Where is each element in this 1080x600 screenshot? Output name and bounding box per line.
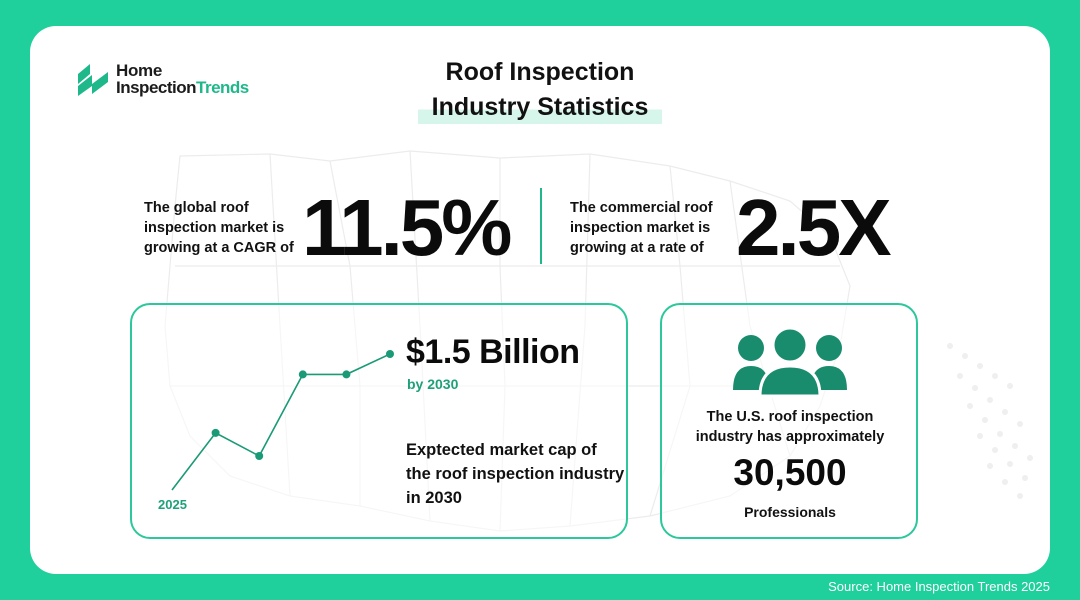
market-cap-amount: $1.5 Billion [406, 333, 580, 371]
infographic-card: Home InspectionTrends Roof Inspection In… [30, 26, 1050, 574]
us-professionals-label: The U.S. roof inspection industry has ap… [695, 409, 885, 445]
trend-point [211, 428, 220, 437]
trend-start-year: 2025 [158, 497, 187, 512]
title-line2: Industry Statistics [417, 90, 663, 124]
trend-point [255, 452, 264, 460]
professionals-count: 30,500 [733, 452, 847, 493]
commercial-rate-label: The commercial roof inspection market is… [570, 200, 713, 256]
trend-line [171, 353, 391, 491]
market-cap-box [130, 303, 628, 539]
title-line1: Roof Inspection [445, 58, 635, 86]
market-trend-chart [171, 350, 394, 491]
brand-logo: Home InspectionTrends [78, 62, 249, 96]
source-credit: Source: Home Inspection Trends 2025 [828, 579, 1050, 594]
market-cap-description: Exptected market cap of the roof inspect… [406, 441, 625, 507]
trend-point [386, 350, 394, 358]
commercial-rate-value: 2.5X [736, 183, 892, 272]
stat-divider [540, 188, 542, 264]
trend-point [342, 370, 351, 379]
market-cap-year: by 2030 [407, 376, 459, 392]
page-title: Roof Inspection Industry Statistics [360, 54, 720, 124]
people-group-icon [733, 328, 847, 398]
trend-point [298, 370, 307, 379]
brand-name-line1: Home [116, 61, 163, 80]
professionals-unit: Professionals [744, 504, 836, 520]
house-chart-icon [78, 64, 108, 96]
global-cagr-label: The global roof inspection market is gro… [144, 200, 294, 256]
global-cagr-value: 11.5% [302, 183, 512, 272]
brand-name-line2: InspectionTrends [116, 78, 249, 97]
